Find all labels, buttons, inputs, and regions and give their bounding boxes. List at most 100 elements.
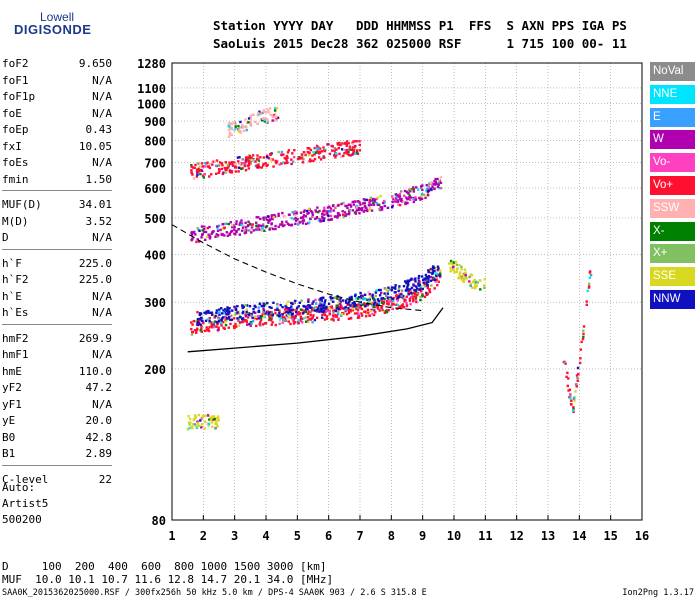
echo-point [230, 225, 234, 229]
param-name: yF1 [2, 397, 22, 411]
echo-point [425, 281, 429, 284]
echo-point [425, 187, 429, 191]
echo-point [339, 143, 342, 147]
echo-point [201, 229, 204, 232]
echo-point [337, 317, 340, 320]
echo-point [335, 314, 339, 318]
echo-point [249, 115, 252, 119]
echo-point [225, 168, 228, 171]
echo-point [275, 161, 278, 165]
echo-point [346, 206, 349, 210]
echo-point [247, 312, 250, 315]
echo-point [360, 314, 364, 317]
echo-point [245, 320, 249, 324]
echo-point [429, 271, 433, 274]
echo-point [306, 147, 309, 150]
echo-point [210, 326, 214, 329]
echo-point [269, 152, 272, 156]
echo-point [212, 415, 216, 418]
echo-point [433, 187, 436, 191]
echo-point [227, 128, 231, 132]
echo-point [569, 393, 572, 396]
param-value: N/A [92, 306, 112, 319]
echo-point [232, 228, 236, 231]
echo-point [334, 206, 337, 209]
echo-point [339, 304, 343, 307]
echo-point [222, 309, 225, 312]
echo-point [227, 166, 230, 169]
echo-point [261, 164, 265, 167]
echo-point [192, 319, 196, 323]
echo-point [385, 302, 389, 305]
echo-point [334, 156, 337, 159]
echo-point [290, 223, 294, 227]
echo-point [215, 320, 218, 324]
echo-point [409, 302, 412, 306]
echo-point [566, 371, 569, 375]
echo-point [379, 206, 382, 209]
echo-point [314, 210, 318, 213]
echo-point [205, 329, 209, 332]
echo-point [208, 319, 211, 323]
echo-point [237, 160, 240, 163]
echo-point [237, 227, 240, 231]
echo-point [457, 277, 460, 280]
echo-point [347, 310, 351, 313]
echo-point [578, 361, 582, 365]
echo-point [306, 209, 309, 213]
echo-point [216, 322, 219, 326]
echo-point [194, 415, 197, 418]
echo-point [323, 318, 327, 321]
param-row: yF1 N/A [2, 397, 112, 414]
echo-point [453, 270, 456, 274]
echo-point [198, 165, 201, 168]
param-value: 110.0 [78, 364, 112, 378]
echo-point [464, 271, 467, 274]
echo-point [452, 261, 456, 264]
echo-point [261, 111, 264, 115]
echo-point [421, 287, 424, 291]
echo-point [385, 310, 389, 314]
echo-point [283, 224, 286, 227]
echo-point [228, 314, 231, 317]
echo-point [216, 229, 220, 233]
echo-point [270, 214, 273, 217]
echo-point [236, 317, 239, 320]
echo-point [330, 218, 333, 221]
echo-point [240, 222, 244, 225]
echo-point [206, 226, 209, 230]
echo-point [215, 325, 218, 328]
echo-point [204, 230, 208, 234]
echo-point [309, 217, 312, 220]
echo-point [394, 284, 397, 287]
y-tick-label: 500 [144, 212, 166, 226]
echo-point [207, 309, 210, 313]
echo-point [458, 273, 461, 276]
echo-point [204, 312, 208, 315]
echo-point [263, 303, 267, 306]
echo-point [449, 270, 452, 273]
profile-curve [187, 307, 444, 353]
echo-point [345, 204, 348, 208]
echo-point [331, 300, 335, 303]
echo-point [427, 275, 431, 278]
echo-point [482, 284, 486, 287]
echo-point [271, 119, 274, 122]
echo-point [310, 306, 313, 309]
echo-point [476, 281, 480, 284]
echo-point [190, 327, 193, 331]
echo-point [203, 225, 206, 228]
echo-point [462, 280, 465, 284]
echo-point [217, 311, 221, 315]
echo-point [349, 308, 352, 312]
echo-point [365, 312, 369, 315]
echo-point [344, 214, 347, 217]
echo-point [193, 329, 197, 332]
echo-point [235, 229, 238, 233]
echo-point [266, 218, 269, 222]
echo-point [351, 307, 355, 310]
echo-point [315, 310, 319, 313]
echo-point [279, 223, 282, 226]
echo-point [236, 311, 239, 314]
